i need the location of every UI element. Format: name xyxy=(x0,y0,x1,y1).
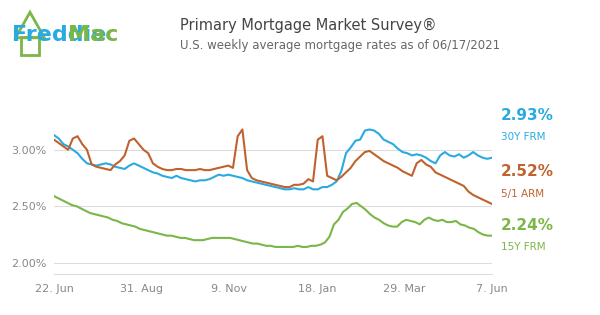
Text: 2.24%: 2.24% xyxy=(501,218,554,233)
Text: Primary Mortgage Market Survey®: Primary Mortgage Market Survey® xyxy=(180,18,437,33)
Text: 15Y FRM: 15Y FRM xyxy=(501,243,545,252)
Text: Mac: Mac xyxy=(68,25,118,45)
Text: Freddie: Freddie xyxy=(12,25,106,45)
Bar xyxy=(21,37,39,55)
Text: 2.93%: 2.93% xyxy=(501,108,554,123)
Text: U.S. weekly average mortgage rates as of 06/17/2021: U.S. weekly average mortgage rates as of… xyxy=(180,39,500,52)
Text: 30Y FRM: 30Y FRM xyxy=(501,132,545,142)
Text: 2.52%: 2.52% xyxy=(501,164,554,180)
Text: 5/1 ARM: 5/1 ARM xyxy=(501,189,544,199)
